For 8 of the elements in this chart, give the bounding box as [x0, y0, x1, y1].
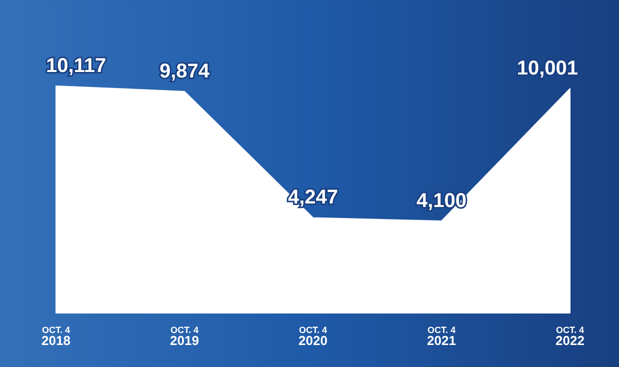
x-tick-label: OCT. 4 2022 [556, 325, 584, 348]
x-tick-label: OCT. 4 2021 [427, 325, 456, 348]
x-tick-label: OCT. 4 2018 [42, 325, 70, 348]
data-label: 9,874 [159, 60, 210, 82]
x-tick-label: OCT. 4 2020 [298, 325, 328, 348]
data-label: 10,001 [516, 58, 578, 80]
data-label: 10,117 [46, 55, 106, 77]
x-tick-label: OCT. 4 2019 [170, 325, 199, 348]
